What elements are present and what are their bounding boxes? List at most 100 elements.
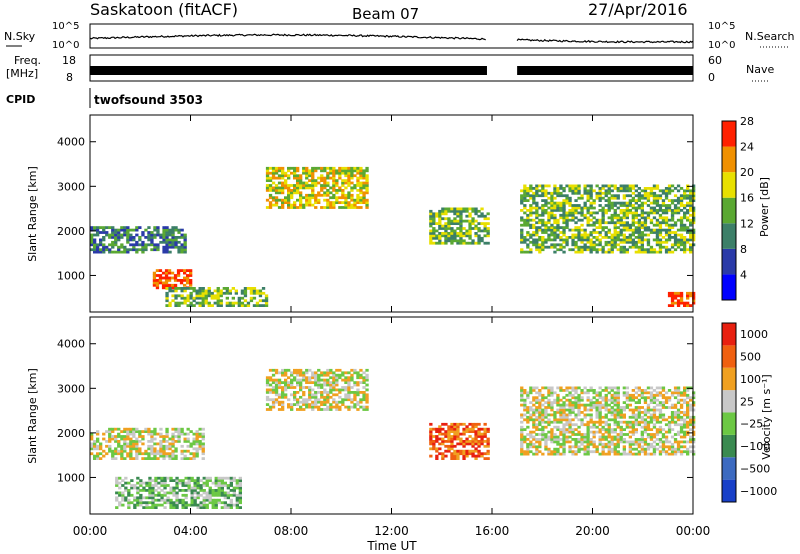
echo-cell: [338, 408, 342, 411]
echo-cell: [689, 248, 693, 252]
echo-cell: [616, 403, 620, 407]
echo-cell: [225, 291, 229, 295]
echo-cell: [667, 248, 672, 252]
colorbar-segment: [722, 121, 736, 147]
echo-cell: [547, 413, 551, 417]
echo-cell: [165, 454, 169, 458]
echo-cell: [631, 206, 635, 210]
echo-cell: [553, 245, 557, 249]
echo-cell: [444, 236, 448, 240]
echo-cell: [172, 501, 176, 505]
echo-cell: [265, 378, 270, 382]
echo-cell: [326, 176, 330, 180]
echo-cell: [559, 231, 563, 234]
echo-cell: [356, 383, 360, 387]
echo-cell: [135, 430, 139, 433]
echo-cell: [123, 449, 127, 453]
echo-cell: [132, 228, 136, 232]
echo-cell: [646, 396, 651, 400]
echo-cell: [210, 296, 214, 300]
echo-cell: [441, 452, 445, 456]
echo-cell: [317, 400, 321, 404]
echo-cell: [547, 213, 551, 217]
colorbar-segment: [722, 197, 736, 224]
echo-cell: [628, 199, 632, 202]
echo-cell: [296, 166, 300, 170]
echo-cell: [299, 176, 303, 180]
echo-cell: [326, 383, 330, 387]
echo-cell: [326, 181, 330, 185]
echo-cell: [308, 193, 312, 197]
echo-cell: [102, 248, 106, 252]
echo-cell: [520, 433, 524, 436]
echo-cell: [174, 449, 178, 453]
echo-cell: [619, 189, 623, 193]
echo-cell: [441, 432, 445, 436]
colorbar-tick-label: 100: [740, 373, 761, 386]
echo-cell: [211, 503, 215, 507]
echo-cell: [308, 403, 312, 406]
echo-cell: [532, 233, 536, 237]
echo-cell: [595, 236, 599, 239]
echo-cell: [123, 231, 127, 234]
echo-cell: [225, 301, 229, 305]
echo-cell: [574, 228, 578, 232]
echo-cell: [441, 241, 445, 245]
echo-cell: [544, 406, 548, 409]
echo-cell: [320, 174, 324, 178]
echo-cell: [232, 479, 236, 482]
echo-cell: [139, 501, 143, 505]
echo-cell: [613, 226, 617, 229]
echo-cell: [568, 236, 572, 239]
echo-cell: [196, 479, 200, 482]
echo-cell: [646, 250, 651, 254]
echo-cell: [586, 452, 590, 456]
echo-cell: [168, 444, 172, 448]
echo-cell: [219, 294, 223, 298]
echo-cell: [268, 368, 273, 372]
echo-cell: [120, 452, 124, 456]
echo-cell: [235, 496, 239, 500]
echo-cell: [683, 238, 687, 242]
echo-cell: [144, 449, 148, 453]
echo-cell: [136, 501, 140, 505]
echo-cell: [631, 428, 635, 431]
echo-cell: [261, 287, 266, 290]
echo-cell: [432, 214, 436, 218]
echo-cell: [571, 216, 575, 220]
echo-cell: [547, 438, 551, 441]
echo-cell: [332, 169, 336, 173]
echo-cell: [589, 213, 593, 217]
echo-cell: [562, 221, 566, 225]
echo-cell: [616, 413, 620, 417]
echo-cell: [314, 373, 318, 377]
echo-cell: [111, 236, 115, 239]
echo-cell: [326, 193, 330, 197]
echo-cell: [616, 194, 620, 198]
echo-cell: [523, 204, 527, 207]
echo-cell: [317, 191, 321, 195]
echo-cell: [205, 479, 209, 482]
echo-cell: [676, 240, 681, 244]
echo-cell: [655, 243, 660, 247]
echo-cell: [592, 420, 596, 424]
echo-cell: [290, 171, 294, 175]
echo-cell: [655, 391, 660, 395]
echo-cell: [274, 201, 279, 204]
echo-cell: [553, 450, 557, 454]
echo-cell: [580, 213, 584, 217]
echo-cell: [634, 211, 638, 215]
echo-cell: [456, 209, 460, 213]
echo-cell: [329, 203, 333, 207]
echo-cell: [574, 233, 578, 237]
echo-cell: [438, 236, 442, 240]
echo-cell: [631, 442, 635, 446]
echo-cell: [538, 243, 542, 247]
echo-cell: [538, 245, 542, 249]
echo-cell: [159, 233, 163, 237]
echo-cell: [480, 435, 484, 438]
echo-cell: [138, 452, 142, 456]
colorbar-tick-label: 8: [740, 243, 747, 256]
echo-cell: [580, 248, 584, 252]
echo-cell: [592, 240, 596, 244]
